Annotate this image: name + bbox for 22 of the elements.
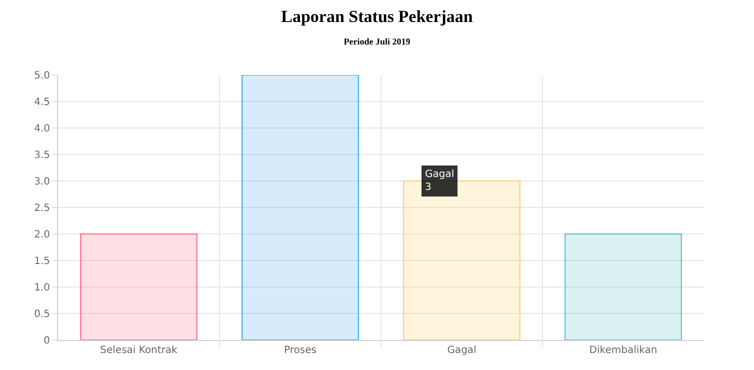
y-tick-label: 4.0 <box>34 124 50 134</box>
x-tick-label: Gagal <box>447 345 476 356</box>
y-tick-label: 2.5 <box>34 203 50 214</box>
annotation: Gagal 3 <box>425 169 454 193</box>
y-tick-label: 5.0 <box>34 70 50 82</box>
x-tick-label: Proses <box>284 345 316 356</box>
y-tick-label: 3.5 <box>34 150 50 161</box>
x-tick-label: Selesai Kontrak <box>100 345 178 356</box>
y-tick-label: 3.0 <box>34 176 50 188</box>
y-tick-label: 0.5 <box>34 309 50 320</box>
y-tick-label: 4.5 <box>34 97 50 108</box>
chart-title: Laporan Status Pekerjaan <box>281 7 474 26</box>
y-tick-label: 0 <box>44 336 50 346</box>
bar <box>80 234 198 340</box>
bar <box>403 180 520 340</box>
bar <box>242 75 359 340</box>
y-tick-label: 2.0 <box>34 230 50 240</box>
x-tick-label: Dikembalikan <box>589 345 658 356</box>
y-tick-label: 1.5 <box>34 256 50 267</box>
y-tick-label: 1.0 <box>34 282 50 294</box>
bar <box>564 234 682 340</box>
chart-subtitle: Periode Juli 2019 <box>344 36 411 46</box>
